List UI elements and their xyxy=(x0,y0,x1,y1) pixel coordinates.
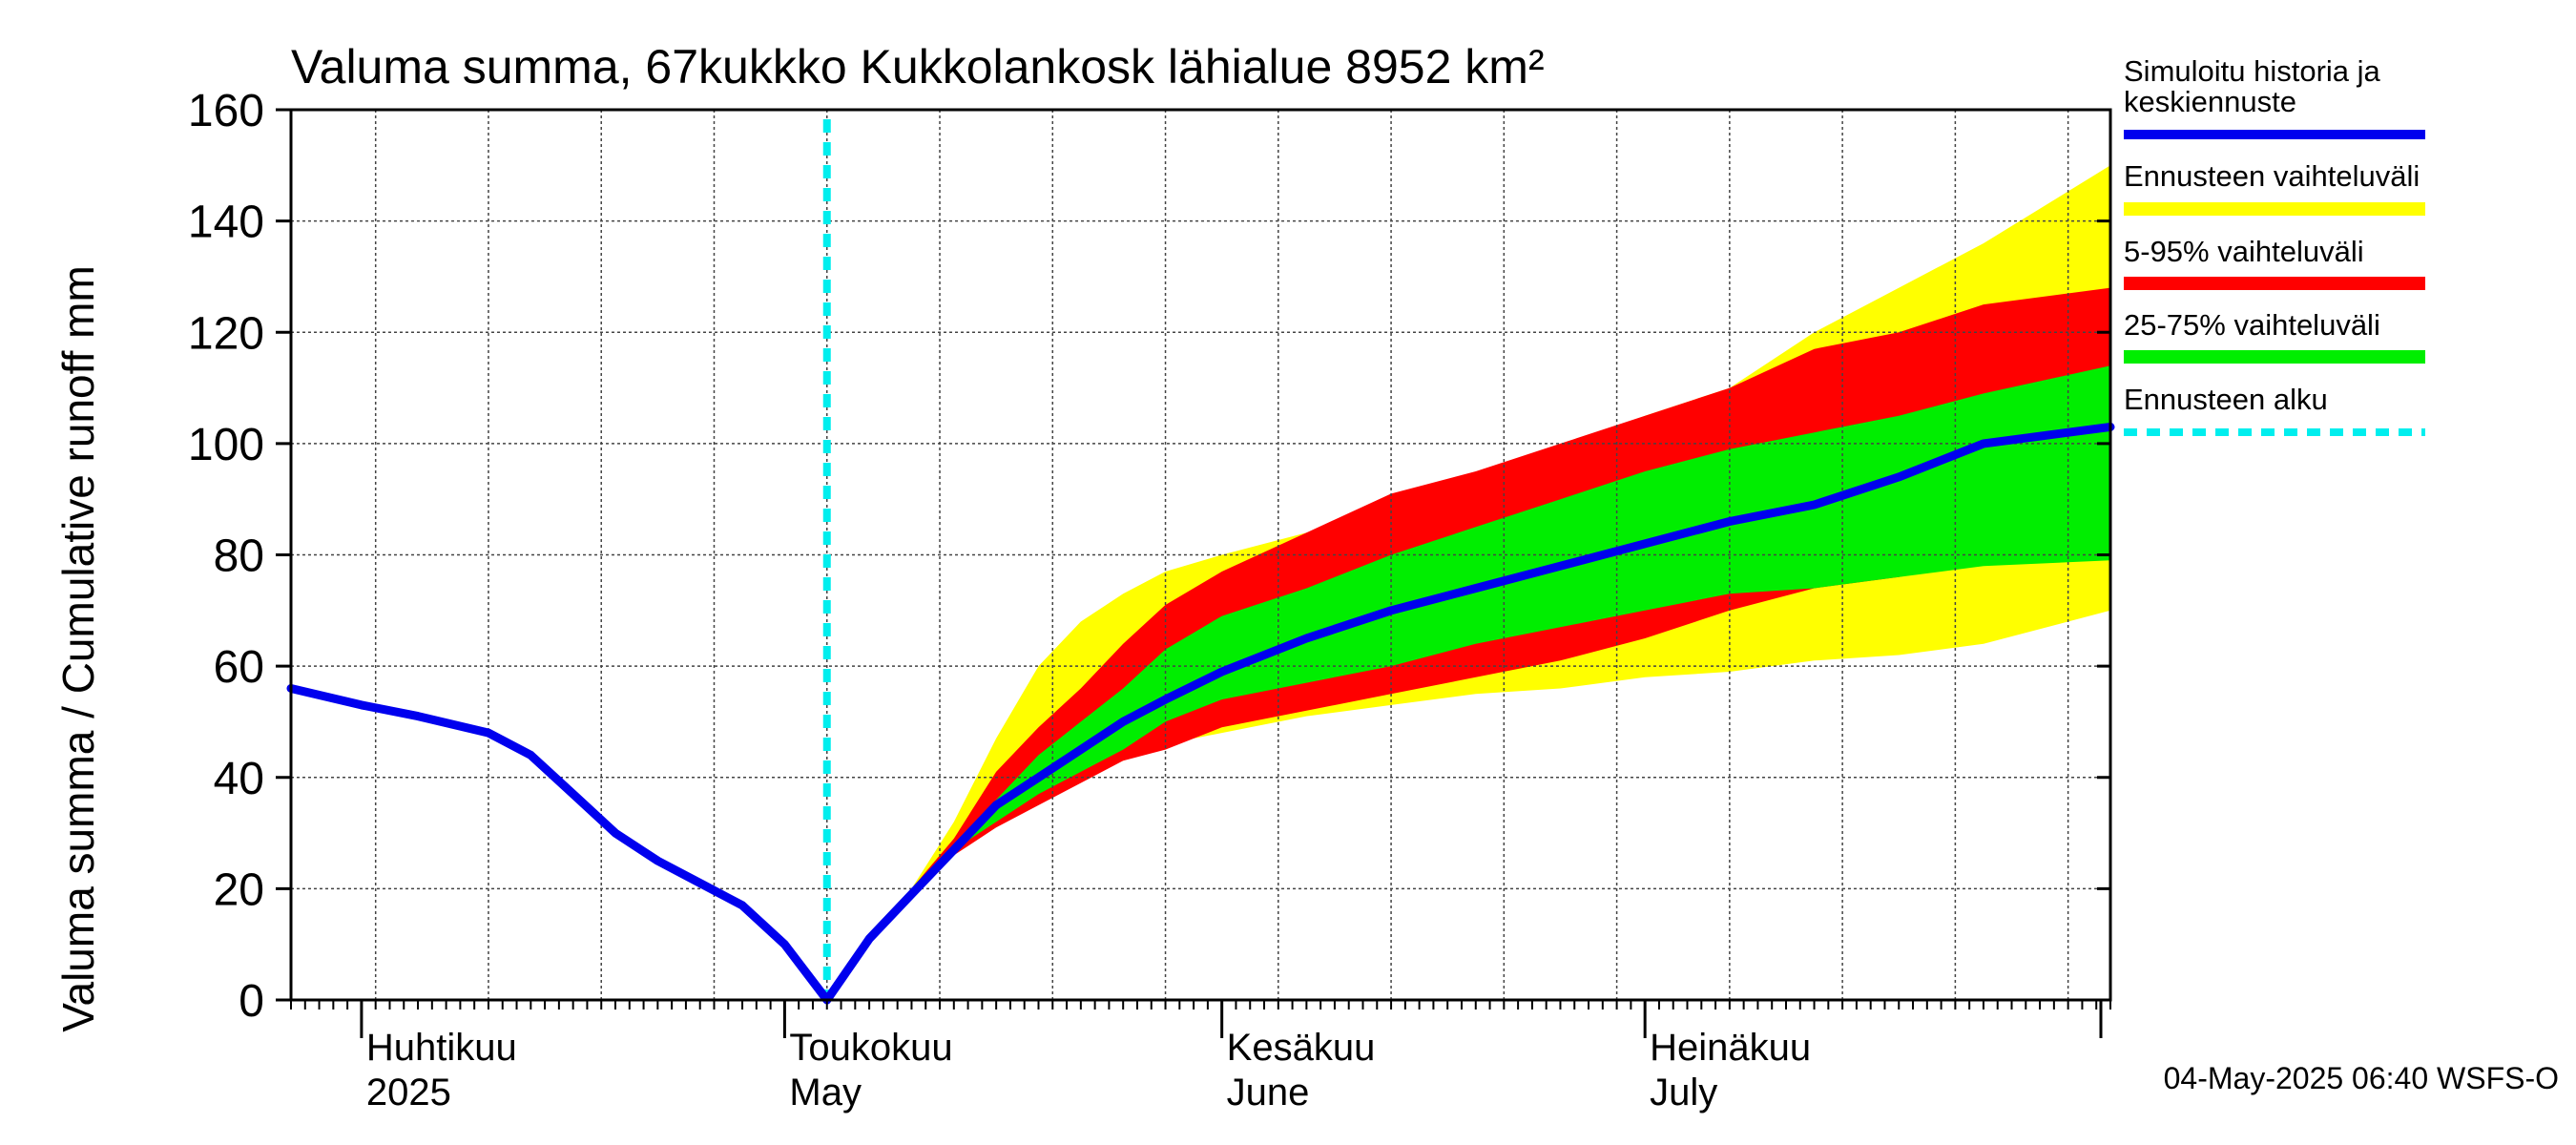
y-tick-label: 120 xyxy=(188,308,264,359)
legend-label-history-2: keskiennuste xyxy=(2124,85,2296,118)
x-month-label-en: June xyxy=(1227,1072,1310,1114)
y-tick-label: 20 xyxy=(214,864,264,915)
forecast-bands xyxy=(826,165,2110,1001)
footer-timestamp: 04-May-2025 06:40 WSFS-O xyxy=(2164,1061,2559,1095)
y-tick-label: 160 xyxy=(188,86,264,136)
x-month-label-fi: Toukokuu xyxy=(789,1027,952,1069)
y-tick-label: 140 xyxy=(188,198,264,248)
x-month-label-fi: Kesäkuu xyxy=(1227,1027,1376,1069)
y-tick-label: 60 xyxy=(214,642,264,693)
x-month-label-fi: Heinäkuu xyxy=(1650,1027,1811,1069)
band-25-75-vaihteluv-li xyxy=(826,365,2110,1000)
x-month-label-fi: Huhtikuu xyxy=(366,1027,517,1069)
y-axis-label: Valuma summa / Cumulative runoff mm xyxy=(53,265,103,1032)
y-tick-label: 80 xyxy=(214,531,264,582)
median-line xyxy=(286,422,2115,1005)
chart-title: Valuma summa, 67kukkko Kukkolankosk lähi… xyxy=(291,40,1545,94)
x-month-label-en: May xyxy=(789,1072,862,1114)
legend-label-history: Simuloitu historia ja xyxy=(2124,54,2381,88)
x-month-label-en: July xyxy=(1650,1072,1717,1114)
legend-label-5-95: 5-95% vaihteluväli xyxy=(2124,235,2364,268)
y-tick-label: 40 xyxy=(214,754,264,804)
y-axis-ticks: 0 20 40 60 80 100 120 140 160 xyxy=(188,86,2110,1027)
y-tick-label: 0 xyxy=(239,976,264,1027)
legend-label-range: Ennusteen vaihteluväli xyxy=(2124,159,2420,193)
y-tick-label: 100 xyxy=(188,420,264,470)
median-line-layer xyxy=(286,422,2115,1005)
legend-label-forecast-start: Ennusteen alku xyxy=(2124,383,2328,416)
x-month-label-en: 2025 xyxy=(366,1072,451,1114)
legend-label-25-75: 25-75% vaihteluväli xyxy=(2124,308,2380,342)
